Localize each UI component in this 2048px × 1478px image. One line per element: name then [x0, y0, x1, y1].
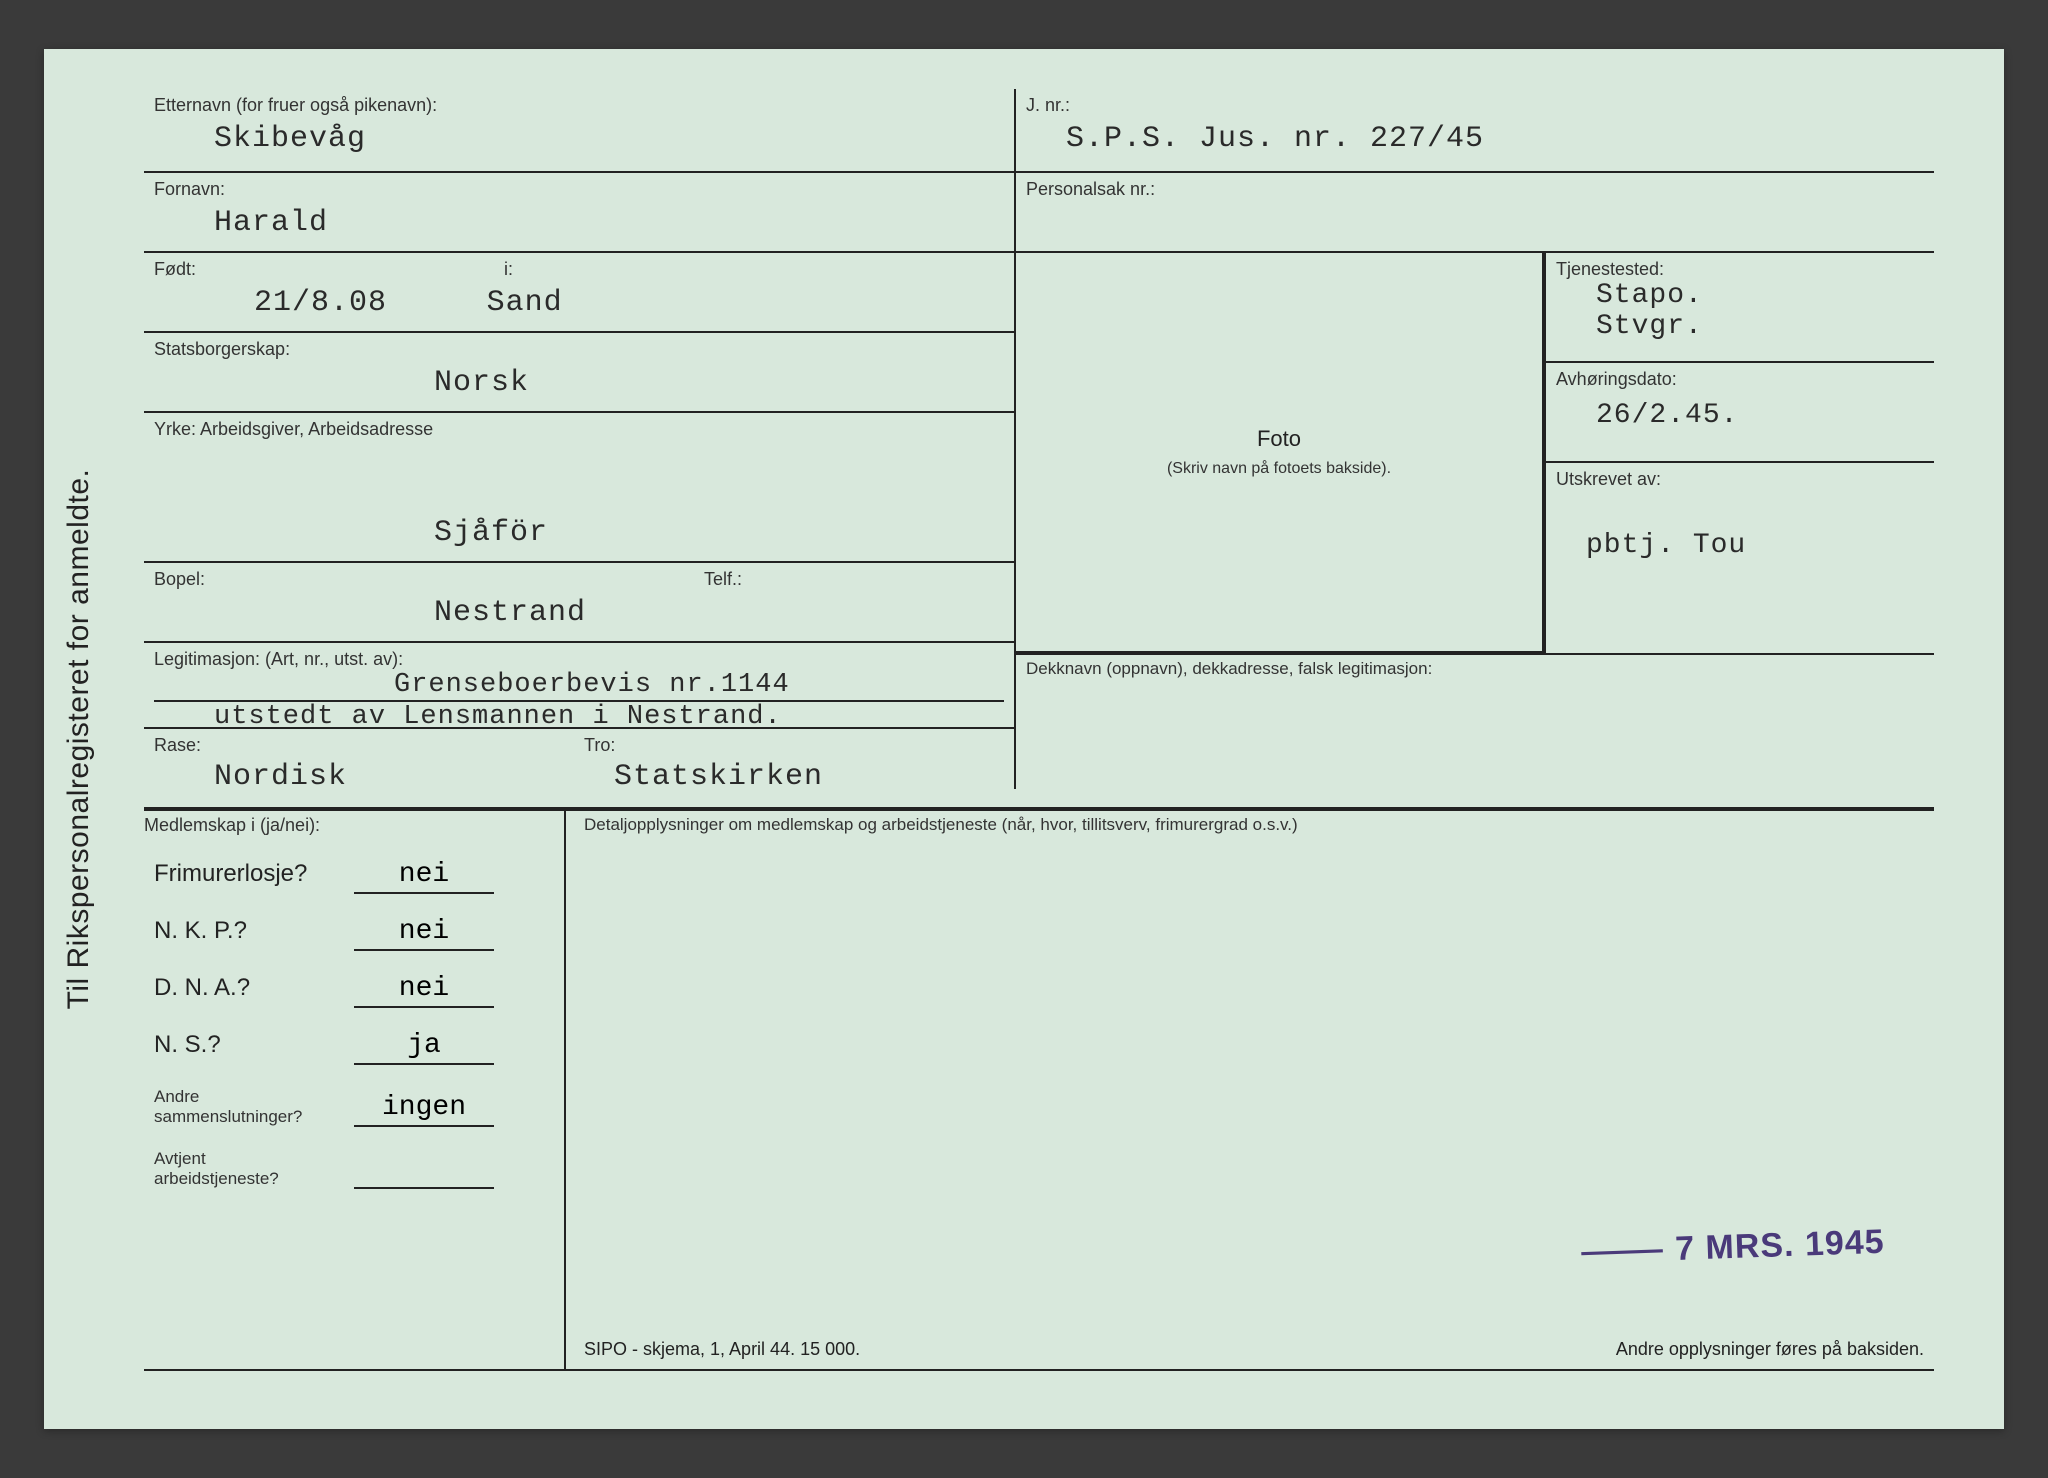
ns-label: N. S.?	[154, 1031, 354, 1059]
tro-value: Statskirken	[614, 760, 823, 794]
fornavn-cell: Fornavn: Harald	[144, 173, 1014, 253]
tjenestested-cell: Tjenestested: Stapo. Stvgr.	[1546, 253, 1934, 363]
vertical-title: Til Rikspersonalregisteret for anmeldte.	[62, 469, 96, 1010]
fornavn-value: Harald	[154, 200, 1004, 240]
ns-row: N. S.? ja	[154, 1030, 554, 1065]
bottom-line	[144, 1369, 1934, 1371]
medlemskap-header: Medlemskap i (ja/nei):	[144, 815, 564, 836]
foto-box: Foto (Skriv navn på fotoets bakside).	[1016, 253, 1544, 653]
frimurerlosje-value: nei	[354, 859, 494, 894]
rase-tro-cell: Rase: Tro: Nordisk Statskirken	[144, 729, 1014, 789]
sipo-footer: SIPO - skjema, 1, April 44. 15 000.	[584, 1339, 860, 1360]
avtjent-label2: arbeidstjeneste?	[154, 1169, 354, 1189]
statsborgerskap-cell: Statsborgerskap: Norsk	[144, 333, 1014, 413]
dna-row: D. N. A.? nei	[154, 973, 554, 1008]
avhoringsdato-label: Avhøringsdato:	[1556, 369, 1924, 390]
legitimasjon-value2: utstedt av Lensmannen i Nestrand.	[154, 702, 1004, 732]
andre-label2: sammenslutninger?	[154, 1107, 354, 1127]
detaljopplysninger-label: Detaljopplysninger om medlemskap og arbe…	[584, 815, 1924, 835]
avtjent-row: Avtjent arbeidstjeneste?	[154, 1149, 554, 1189]
fodt-i-label: i:	[504, 259, 513, 280]
dna-label: D. N. A.?	[154, 974, 354, 1002]
divider-v3	[564, 811, 566, 1369]
utskrevet-value: pbtj. Tou	[1556, 490, 1924, 561]
bopel-value: Nestrand	[154, 590, 1004, 630]
dekknavn-label: Dekknavn (oppnavn), dekkadresse, falsk l…	[1026, 659, 1926, 679]
hline-right-bottom	[1016, 653, 1934, 655]
statsborgerskap-value: Norsk	[154, 360, 1004, 400]
nkp-label: N. K. P.?	[154, 917, 354, 945]
date-stamp: ⸻ 7 MRS. 1945	[1579, 1214, 1885, 1274]
legitimasjon-value1: Grenseboerbevis nr.1144	[154, 670, 1004, 702]
nkp-value: nei	[354, 916, 494, 951]
form-grid: Etternavn (for fruer også pikenavn): Ski…	[144, 89, 1944, 1389]
nkp-row: N. K. P.? nei	[154, 916, 554, 951]
rase-label: Rase:	[154, 735, 201, 755]
fodt-value: 21/8.08	[154, 286, 387, 320]
fodt-label: Født:	[154, 259, 234, 280]
etternavn-value: Skibevåg	[154, 116, 1004, 156]
bopel-cell: Bopel: Telf.: Nestrand	[144, 563, 1014, 643]
ns-value: ja	[354, 1030, 494, 1065]
main-divider	[144, 807, 1934, 811]
utskrevet-label: Utskrevet av:	[1556, 469, 1924, 490]
foto-label: Foto	[1257, 426, 1301, 452]
detaljopplysninger-header: Detaljopplysninger om medlemskap og arbe…	[584, 815, 1924, 835]
fodt-i-value: Sand	[397, 286, 563, 320]
avtjent-value	[354, 1185, 494, 1189]
jnr-value: S.P.S. Jus. nr. 227/45	[1026, 116, 1924, 156]
yrke-cell: Yrke: Arbeidsgiver, Arbeidsadresse Sjåfö…	[144, 413, 1014, 563]
andre-footer: Andre opplysninger føres på baksiden.	[1616, 1339, 1924, 1360]
statsborgerskap-label: Statsborgerskap:	[154, 339, 1004, 360]
fodt-cell: Født: i: 21/8.08 Sand	[144, 253, 1014, 333]
legitimasjon-label: Legitimasjon: (Art, nr., utst. av):	[154, 649, 1004, 670]
andre-value: ingen	[354, 1092, 494, 1127]
form-card: Til Rikspersonalregisteret for anmeldte.…	[44, 49, 2004, 1429]
yrke-label: Yrke: Arbeidsgiver, Arbeidsadresse	[154, 419, 1004, 440]
personalsak-cell: Personalsak nr.:	[1016, 173, 1934, 253]
utskrevet-cell: Utskrevet av: pbtj. Tou	[1546, 463, 1934, 653]
dekknavn-cell: Dekknavn (oppnavn), dekkadresse, falsk l…	[1026, 659, 1926, 679]
avhoringsdato-value: 26/2.45.	[1556, 390, 1924, 431]
etternavn-label: Etternavn (for fruer også pikenavn):	[154, 95, 1004, 116]
fornavn-label: Fornavn:	[154, 179, 1004, 200]
foto-sub: (Skriv navn på fotoets bakside).	[1167, 460, 1391, 478]
jnr-cell: J. nr.: S.P.S. Jus. nr. 227/45	[1016, 89, 1934, 173]
tjenestested-label: Tjenestested:	[1556, 259, 1924, 280]
personalsak-label: Personalsak nr.:	[1026, 179, 1924, 200]
bopel-label: Bopel:	[154, 569, 205, 589]
tjenestested-value1: Stapo.	[1556, 280, 1924, 311]
dna-value: nei	[354, 973, 494, 1008]
rase-value: Nordisk	[154, 760, 347, 794]
andre-row: Andre sammenslutninger? ingen	[154, 1087, 554, 1127]
jnr-label: J. nr.:	[1026, 95, 1924, 116]
frimurerlosje-row: Frimurerlosje? nei	[154, 859, 554, 894]
medlemskap-label: Medlemskap i (ja/nei):	[144, 815, 564, 836]
yrke-value: Sjåför	[154, 440, 1004, 550]
tjenestested-value2: Stvgr.	[1556, 311, 1924, 342]
andre-label: Andre	[154, 1087, 354, 1107]
legitimasjon-cell: Legitimasjon: (Art, nr., utst. av): Gren…	[144, 643, 1014, 729]
telf-label: Telf.:	[704, 569, 742, 590]
frimurerlosje-label: Frimurerlosje?	[154, 860, 354, 888]
avhoringsdato-cell: Avhøringsdato: 26/2.45.	[1546, 363, 1934, 463]
avtjent-label: Avtjent	[154, 1149, 354, 1169]
tro-label: Tro:	[584, 735, 615, 756]
etternavn-cell: Etternavn (for fruer også pikenavn): Ski…	[144, 89, 1014, 173]
membership-list: Frimurerlosje? nei N. K. P.? nei D. N. A…	[154, 859, 554, 1211]
